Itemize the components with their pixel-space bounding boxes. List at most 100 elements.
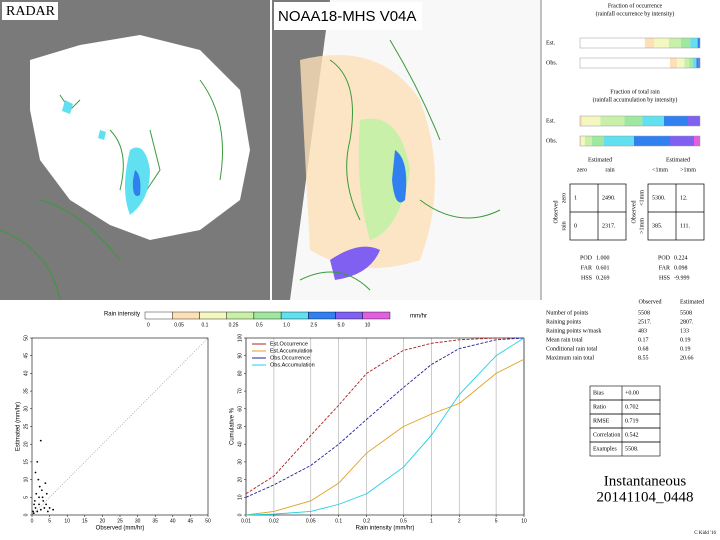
fraction-segment [644,38,655,48]
score-value: 0.269 [596,275,610,281]
x-axis-label: Rain intensity (mm/hr) [356,526,415,532]
y-tick-label: 0 [237,513,243,516]
colorbar-label: 2.5 [310,322,317,328]
x-tick-label: 35 [152,518,158,524]
point [43,507,46,509]
fraction-segment [690,38,698,48]
cell: 0 [574,223,577,229]
date: 20141104_0448 [597,489,694,505]
fraction-segment [692,58,697,68]
point [38,496,40,499]
fraction-segment [697,38,700,48]
point [32,510,34,513]
panel-subtitle: (rainfall accumulation by intensity) [593,96,678,103]
point [39,439,42,442]
cell: 2490. [602,195,616,201]
x-tick-label: 1 [430,518,433,524]
x-tick-label: 10 [64,518,70,524]
point [48,507,51,509]
fraction-segment [584,136,592,146]
colorbar-label: 0 [147,322,150,328]
point [33,499,36,502]
y-tick-label: 15 [23,459,29,465]
stats-value: 8.55 [638,355,649,361]
row-label: >1mm [639,218,645,234]
score-value: -9.999 [674,275,690,281]
point [38,485,41,488]
stats-name: Raining points w/mask [546,328,601,334]
legend-label: Obs.Occurrence [270,355,310,361]
y-tick-label: 50 [23,335,29,341]
panel-title: Fraction of total rain [610,88,660,95]
colorbar-label: 0.25 [229,322,239,328]
cell: 1 [574,195,577,201]
score-name: Examples [593,446,617,452]
stats-value: 0.68 [638,346,649,352]
cell: 12. [680,195,688,201]
point [41,496,44,499]
bar-frame [579,115,701,127]
x-tick-label: 50 [205,518,211,524]
coverage [30,35,250,240]
fraction-segment [604,136,634,146]
rain-area [358,118,410,240]
rain-area [392,150,407,203]
y-axis-label: Estimated (mm/hr) [16,402,22,451]
stats-header: Estimated [680,299,704,305]
fraction-segment [680,38,691,48]
stats-value: 5508 [638,310,650,316]
stats-value: 2517. [638,319,652,325]
score-value: 5508. [625,446,639,452]
score-value: +0.00 [625,390,639,396]
x-tick-label: 10 [521,518,527,524]
fraction-segment [624,116,643,126]
point [42,499,45,502]
colorbar-label: 0.1 [201,322,208,328]
legend-label: Est.Occurrence [270,341,308,347]
radar-map: RADAR [0,0,270,301]
series-line [245,337,525,498]
point [34,471,37,474]
map-label: NOAA18-MHS V04A [278,8,416,25]
series-line [245,337,525,516]
fraction-segment [592,136,604,146]
col-label: zero [577,167,587,173]
y-tick-label: 45 [23,353,29,359]
x-tick-label: 0.02 [269,518,279,524]
stats-value: 20.66 [680,355,694,361]
rain-area [132,170,141,196]
fraction-segment [634,136,670,146]
score-name: Bias [593,390,604,396]
x-tick-label: 0.01 [241,518,251,524]
fraction-segment [664,116,688,126]
col-header: Estimated [666,157,690,163]
y-tick-label: 100 [237,334,243,343]
label-box [2,2,58,20]
fraction-segment [670,136,694,146]
y-tick-label: 5 [23,496,29,499]
fraction-segment [654,38,669,48]
score-value: 0.098 [674,265,688,271]
coastline [299,39,501,291]
colorbar-swatch [253,311,282,320]
stats-value: 133 [680,328,689,334]
x-axis-label: Observed (mm/hr) [96,526,145,532]
col-header: Estimated [588,157,612,163]
point [38,503,40,506]
score-name: HSS [659,275,670,281]
y-tick-label: 90 [237,353,243,359]
row-label: rain [561,221,567,230]
bar-frame [579,57,701,69]
x-tick-label: 15 [82,518,88,524]
legend-label: Obs.Accumulation [270,362,315,368]
y-tick-label: 40 [237,441,243,447]
score-name: POD [658,255,671,261]
score-value: 0.224 [674,255,688,261]
colorbar-swatch [226,311,255,320]
y-tick-label: 60 [237,406,243,412]
score-value: 0.542 [625,432,639,438]
credit: C Kidd '16 [694,531,716,536]
stats-name: Number of points [546,309,589,316]
rain-area [62,100,106,140]
fraction-segment [580,58,670,68]
